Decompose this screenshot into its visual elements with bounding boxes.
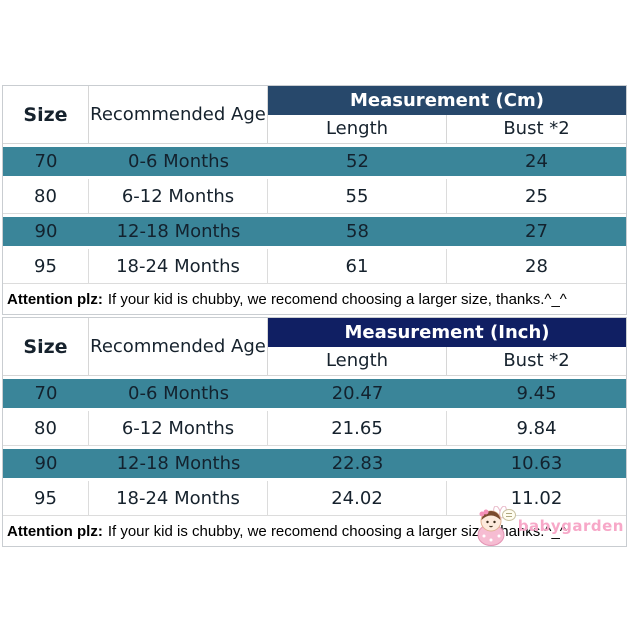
- age-cell: 6-12 Months: [89, 179, 268, 213]
- table-row: 95 18-24 Months 61 28: [3, 249, 626, 284]
- size-cell: 95: [3, 481, 89, 515]
- attention-text: If your kid is chubby, we recomend choos…: [107, 522, 567, 540]
- size-column-header: Size: [3, 318, 89, 375]
- length-cell: 55: [268, 179, 447, 213]
- age-cell: 12-18 Months: [116, 221, 241, 242]
- size-cell: 70: [34, 151, 58, 172]
- size-cell: 95: [3, 249, 89, 283]
- table-row: 95 18-24 Months 24.02 11.02: [3, 481, 626, 516]
- age-cell: 6-12 Months: [89, 411, 268, 445]
- age-cell: 18-24 Months: [89, 481, 268, 515]
- bust-cell: 24: [525, 151, 548, 172]
- size-chart: Size Recommended Age Measurement (Cm) Le…: [2, 85, 627, 547]
- table-header-cm: Size Recommended Age Measurement (Cm) Le…: [3, 86, 626, 144]
- size-column-header: Size: [3, 86, 89, 143]
- measurement-header-group: Measurement (Inch) Length Bust *2: [268, 318, 626, 375]
- bust-cell: 27: [525, 221, 548, 242]
- age-cell: 12-18 Months: [116, 453, 241, 474]
- bust-column-header: Bust *2: [503, 118, 570, 140]
- table-row: 80 6-12 Months 55 25: [3, 179, 626, 214]
- table-row: 90 12-18 Months 22.83 10.63: [3, 446, 626, 481]
- measurement-subheaders: Length Bust *2: [268, 114, 626, 143]
- babygarden-logo-icon: [477, 506, 516, 546]
- length-cell: 20.47: [331, 383, 384, 404]
- measurement-inch-header: Measurement (Inch): [268, 318, 626, 347]
- measurement-header-group: Measurement (Cm) Length Bust *2: [268, 86, 626, 143]
- attention-note: Attention plz: If your kid is chubby, we…: [3, 506, 626, 546]
- attention-label: Attention plz:: [7, 522, 103, 540]
- size-cell: 80: [3, 411, 89, 445]
- age-cell: 0-6 Months: [128, 151, 229, 172]
- length-cell: 24.02: [268, 481, 447, 515]
- babygarden-watermark: babygarden: [476, 506, 624, 546]
- attention-note: Attention plz: If your kid is chubby, we…: [3, 284, 626, 314]
- bust-cell: 28: [525, 255, 548, 277]
- table-row: 80 6-12 Months 21.65 9.84: [3, 411, 626, 446]
- measurement-subheaders: Length Bust *2: [268, 346, 626, 375]
- size-table-inch: Size Recommended Age Measurement (Inch) …: [2, 317, 627, 547]
- length-cell: 22.83: [331, 453, 384, 474]
- age-cell: 18-24 Months: [89, 249, 268, 283]
- bust-cell: 11.02: [510, 487, 563, 509]
- length-column-header: Length: [268, 346, 447, 375]
- age-column-header: Recommended Age: [89, 86, 268, 143]
- attention-text: If your kid is chubby, we recomend choos…: [107, 290, 567, 308]
- size-cell: 90: [34, 221, 58, 242]
- length-cell: 58: [346, 221, 369, 242]
- size-cell: 90: [34, 453, 58, 474]
- bust-cell: 25: [525, 185, 548, 207]
- bust-cell: 9.84: [516, 417, 557, 439]
- length-cell: 61: [268, 249, 447, 283]
- age-column-header: Recommended Age: [89, 318, 268, 375]
- bust-column-header: Bust *2: [503, 350, 570, 372]
- attention-label: Attention plz:: [7, 290, 103, 308]
- bust-cell: 10.63: [510, 453, 563, 474]
- babygarden-watermark-text: babygarden: [517, 517, 624, 535]
- age-cell: 0-6 Months: [128, 383, 229, 404]
- length-cell: 21.65: [268, 411, 447, 445]
- table-row: 70 0-6 Months 20.47 9.45: [3, 376, 626, 411]
- table-header-inch: Size Recommended Age Measurement (Inch) …: [3, 318, 626, 376]
- length-column-header: Length: [268, 114, 447, 143]
- length-cell: 52: [346, 151, 369, 172]
- size-cell: 70: [34, 383, 58, 404]
- measurement-cm-header: Measurement (Cm): [268, 86, 626, 115]
- bust-cell: 9.45: [516, 383, 557, 404]
- table-row: 90 12-18 Months 58 27: [3, 214, 626, 249]
- size-table-cm: Size Recommended Age Measurement (Cm) Le…: [2, 85, 627, 315]
- table-row: 70 0-6 Months 52 24: [3, 144, 626, 179]
- size-cell: 80: [3, 179, 89, 213]
